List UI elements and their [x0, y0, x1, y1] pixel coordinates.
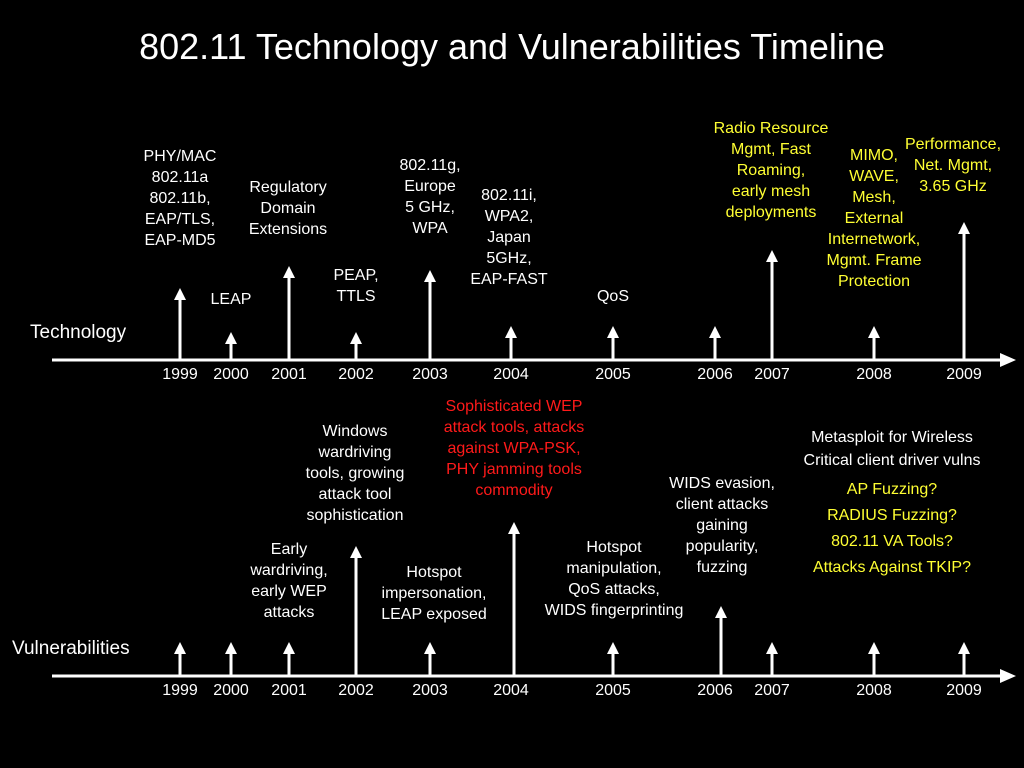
- vulnerability-tick-2003-head: [424, 642, 436, 654]
- vulnerability-event-2008-7: AP Fuzzing? RADIUS Fuzzing? 802.11 VA To…: [812, 481, 971, 576]
- technology-event-2002-3: PEAP, TTLS: [333, 267, 379, 305]
- vulnerability-event-2006-5: WIDS evasion, client attacks gaining pop…: [669, 475, 775, 576]
- technology-tick-2006-head: [709, 326, 721, 338]
- technology-tick-2008-head: [868, 326, 880, 338]
- technology-event-2007-7: Radio Resource Mgmt, Fast Roaming, early…: [713, 120, 829, 221]
- vulnerability-event-2008-6: Metasploit for Wireless Critical client …: [803, 429, 981, 469]
- vulnerability-year-2008: 2008: [856, 682, 892, 699]
- technology-year-2004: 2004: [493, 366, 529, 383]
- technology-tick-2004-head: [505, 326, 517, 338]
- technology-tick-2005-head: [607, 326, 619, 338]
- technology-year-2007: 2007: [754, 366, 790, 383]
- technology-axis-arrowhead: [1000, 353, 1016, 367]
- vulnerability-event-2002-1: Windows wardriving tools, growing attack…: [305, 423, 405, 524]
- vulnerability-year-2003: 2003: [412, 682, 448, 699]
- vulnerability-tick-2009-head: [958, 642, 970, 654]
- vulnerability-year-2006: 2006: [697, 682, 733, 699]
- technology-tick-1999-head: [174, 288, 186, 300]
- vulnerability-year-2009: 2009: [946, 682, 982, 699]
- technology-section-label: Technology: [30, 322, 127, 343]
- technology-tick-2002-head: [350, 332, 362, 344]
- vulnerability-year-2005: 2005: [595, 682, 631, 699]
- technology-year-2002: 2002: [338, 366, 374, 383]
- vulnerability-axis-arrowhead: [1000, 669, 1016, 683]
- technology-year-2000: 2000: [213, 366, 249, 383]
- technology-year-2005: 2005: [595, 366, 631, 383]
- technology-tick-2000-head: [225, 332, 237, 344]
- vulnerability-year-2001: 2001: [271, 682, 307, 699]
- vulnerability-year-2000: 2000: [213, 682, 249, 699]
- vulnerability-tick-2007-head: [766, 642, 778, 654]
- vulnerability-year-2007: 2007: [754, 682, 790, 699]
- technology-event-1999: PHY/MAC 802.11a 802.11b, EAP/TLS, EAP-MD…: [143, 148, 217, 249]
- technology-event-2008-8: MIMO, WAVE, Mesh, External Internetwork,…: [826, 147, 922, 290]
- slide-title: 802.11 Technology and Vulnerabilities Ti…: [139, 26, 885, 67]
- technology-tick-2003-head: [424, 270, 436, 282]
- vulnerability-event-2005-4: Hotspot manipulation, QoS attacks, WIDS …: [544, 539, 684, 619]
- technology-event-2009-9: Performance, Net. Mgmt, 3.65 GHz: [904, 136, 1002, 195]
- technology-year-2001: 2001: [271, 366, 307, 383]
- vulnerability-tick-2005-head: [607, 642, 619, 654]
- vulnerability-event-2004-3: Sophisticated WEP attack tools, attacks …: [443, 398, 585, 499]
- vulnerability-tick-1999-head: [174, 642, 186, 654]
- vulnerability-year-2002: 2002: [338, 682, 374, 699]
- technology-tick-2009-head: [958, 222, 970, 234]
- vulnerability-year-2004: 2004: [493, 682, 529, 699]
- technology-year-2003: 2003: [412, 366, 448, 383]
- vulnerability-tick-2004-head: [508, 522, 520, 534]
- technology-event-2003-4: 802.11g, Europe 5 GHz, WPA: [399, 157, 461, 237]
- technology-event-2004-5: 802.11i, WPA2, Japan 5GHz, EAP-FAST: [470, 187, 548, 288]
- vulnerability-tick-2001-head: [283, 642, 295, 654]
- vulnerability-tick-2008-head: [868, 642, 880, 654]
- technology-event-2001-2: Regulatory Domain Extensions: [248, 179, 328, 238]
- vulnerability-year-1999: 1999: [162, 682, 198, 699]
- vulnerability-event-2001: Early wardriving, early WEP attacks: [250, 541, 328, 621]
- technology-year-2008: 2008: [856, 366, 892, 383]
- technology-event-2000-1: LEAP: [210, 291, 252, 308]
- technology-event-2005-6: QoS: [596, 288, 629, 305]
- vulnerability-event-2003-2: Hotspot impersonation, LEAP exposed: [381, 564, 487, 623]
- vulnerability-tick-2002-head: [350, 546, 362, 558]
- technology-tick-2007-head: [766, 250, 778, 262]
- vulnerability-tick-2006-head: [715, 606, 727, 618]
- vulnerability-tick-2000-head: [225, 642, 237, 654]
- technology-year-1999: 1999: [162, 366, 198, 383]
- technology-year-2009: 2009: [946, 366, 982, 383]
- technology-tick-2001-head: [283, 266, 295, 278]
- technology-year-2006: 2006: [697, 366, 733, 383]
- vulnerabilities-section-label: Vulnerabilities: [12, 638, 130, 659]
